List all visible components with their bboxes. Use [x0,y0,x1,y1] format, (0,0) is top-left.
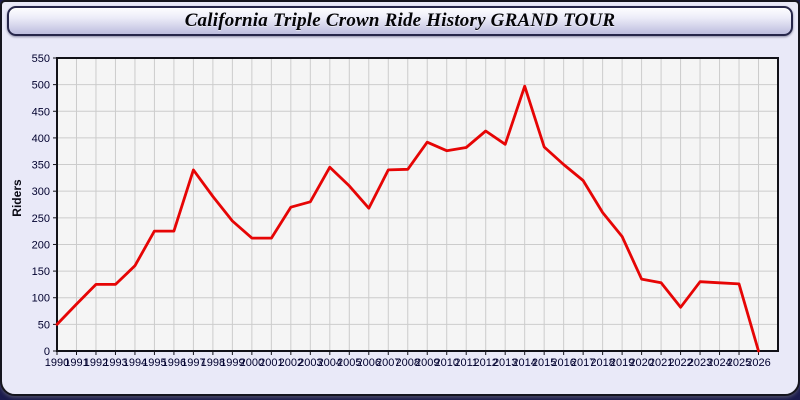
x-tick-label: 2006 [357,357,381,369]
x-tick-label: 2026 [746,357,770,369]
x-tick-label: 2017 [571,357,595,369]
x-tick-label: 2014 [512,357,536,369]
x-tick-label: 2001 [259,357,283,369]
x-tick-label: 2023 [688,357,712,369]
x-tick-label: 2005 [337,357,361,369]
y-tick-label: 300 [32,186,50,198]
y-tick-label: 100 [32,293,50,305]
y-axis-title: Riders [10,179,24,217]
x-tick-label: 1998 [201,357,225,369]
y-tick-label: 0 [44,346,50,358]
x-tick-label: 2010 [434,357,458,369]
y-tick-label: 350 [32,160,50,172]
x-tick-label: 1991 [64,357,88,369]
x-tick-label: 1992 [84,357,108,369]
plot-canvas: 1990199119921993199419951996199719981999… [32,53,779,369]
plot-border [56,57,779,352]
x-tick-label: 2015 [532,357,556,369]
x-tick-label: 1990 [45,357,69,369]
page-title: California Triple Crown Ride History GRA… [184,10,616,31]
y-tick-label: 450 [32,106,50,118]
x-tick-label: 2019 [610,357,634,369]
plot-background [57,58,778,351]
x-tick-label: 2003 [298,357,322,369]
x-tick-label: 2008 [396,357,420,369]
x-tick-label: 2013 [493,357,517,369]
riders-series-line [55,84,760,353]
ride-history-chart: 1990 1991 1992 1993 1994 1995 1996 1997 1998 1999… [2,2,798,394]
x-tick-label: 1993 [103,357,127,369]
x-tick-label: 2022 [668,357,692,369]
x-tick-label: 2021 [649,357,673,369]
x-tick-label: 1995 [142,357,166,369]
x-tick-label: 1994 [123,357,147,369]
y-tick-label: 500 [32,80,50,92]
x-tick-label: 1999 [220,357,244,369]
x-tick-label: 2012 [473,357,497,369]
x-tick-label: 2020 [629,357,653,369]
x-tick-label: 2024 [707,357,731,369]
x-tick-label: 2004 [318,357,342,369]
x-tick-label: 2011 [454,357,478,369]
x-tick-label: 1997 [181,357,205,369]
y-tick-label: 550 [32,53,50,65]
x-tick-label: 2018 [590,357,614,369]
y-tick-label: 50 [38,319,50,331]
x-tick-label: 2016 [551,357,575,369]
x-tick-label: 2009 [415,357,439,369]
x-tick-label: 2000 [240,357,264,369]
y-tick-label: 200 [32,239,50,251]
x-tick-label: 2025 [727,357,751,369]
x-tick-label: 1996 [162,357,186,369]
y-tick-label: 250 [32,213,50,225]
y-tick-label: 400 [32,133,50,145]
y-tick-label: 150 [32,266,50,278]
x-tick-label: 2002 [279,357,303,369]
x-tick-label: 2007 [376,357,400,369]
title-bar: California Triple Crown Ride History GRA… [7,6,793,36]
